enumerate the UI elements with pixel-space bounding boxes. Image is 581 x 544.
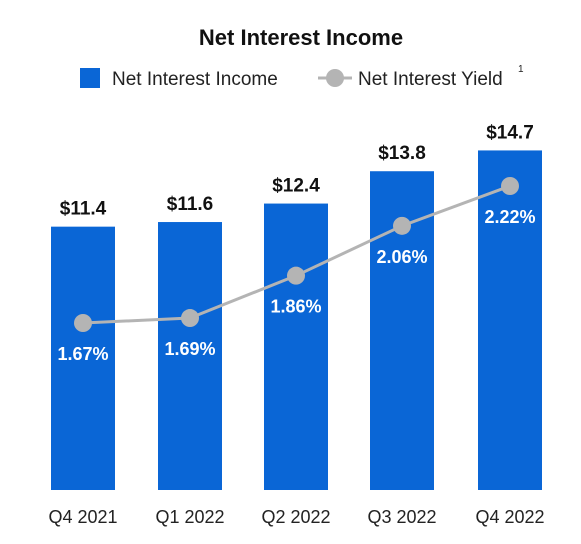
bar	[264, 203, 328, 490]
x-tick-label: Q4 2021	[48, 507, 117, 527]
bar	[51, 226, 115, 490]
yield-value-labels: 1.67% 1.69% 1.86% 2.06% 2.22%	[57, 207, 535, 364]
bar-value-label: $12.4	[272, 176, 320, 197]
yield-point	[181, 309, 199, 328]
x-tick-label: Q4 2022	[475, 507, 544, 527]
chart-title: Net Interest Income	[199, 25, 403, 50]
legend-line-label: Net Interest Yield	[358, 69, 503, 90]
yield-value-label: 2.22%	[484, 207, 535, 227]
yield-value-label: 1.86%	[270, 297, 321, 317]
x-tick-label: Q2 2022	[261, 507, 330, 527]
yield-value-label: 1.67%	[57, 344, 108, 364]
yield-line	[74, 177, 519, 332]
x-axis-tick-labels: Q4 2021 Q1 2022 Q2 2022 Q3 2022 Q4 2022	[48, 507, 544, 527]
yield-point	[74, 314, 92, 332]
bar-value-label: $11.4	[60, 199, 107, 220]
yield-point	[287, 266, 305, 285]
legend-line-superscript: 1	[518, 64, 524, 75]
yield-value-label: 2.06%	[376, 247, 427, 267]
yield-point	[393, 216, 411, 235]
legend-bar-swatch	[80, 68, 100, 88]
bar-value-label: $14.7	[486, 122, 534, 143]
bar	[478, 150, 542, 490]
x-tick-label: Q3 2022	[367, 507, 436, 527]
x-tick-label: Q1 2022	[155, 507, 224, 527]
bar-value-labels: $11.4 $11.6 $12.4 $13.8 $14.7	[60, 122, 534, 219]
bar-value-label: $13.8	[378, 143, 426, 164]
yield-point	[501, 177, 519, 195]
legend-line-marker	[326, 69, 344, 87]
yield-value-label: 1.69%	[164, 339, 215, 359]
legend-bar-label: Net Interest Income	[112, 69, 278, 90]
bar-value-label: $11.6	[167, 194, 214, 215]
legend: Net Interest Income Net Interest Yield 1	[80, 64, 524, 90]
bar	[158, 222, 222, 491]
